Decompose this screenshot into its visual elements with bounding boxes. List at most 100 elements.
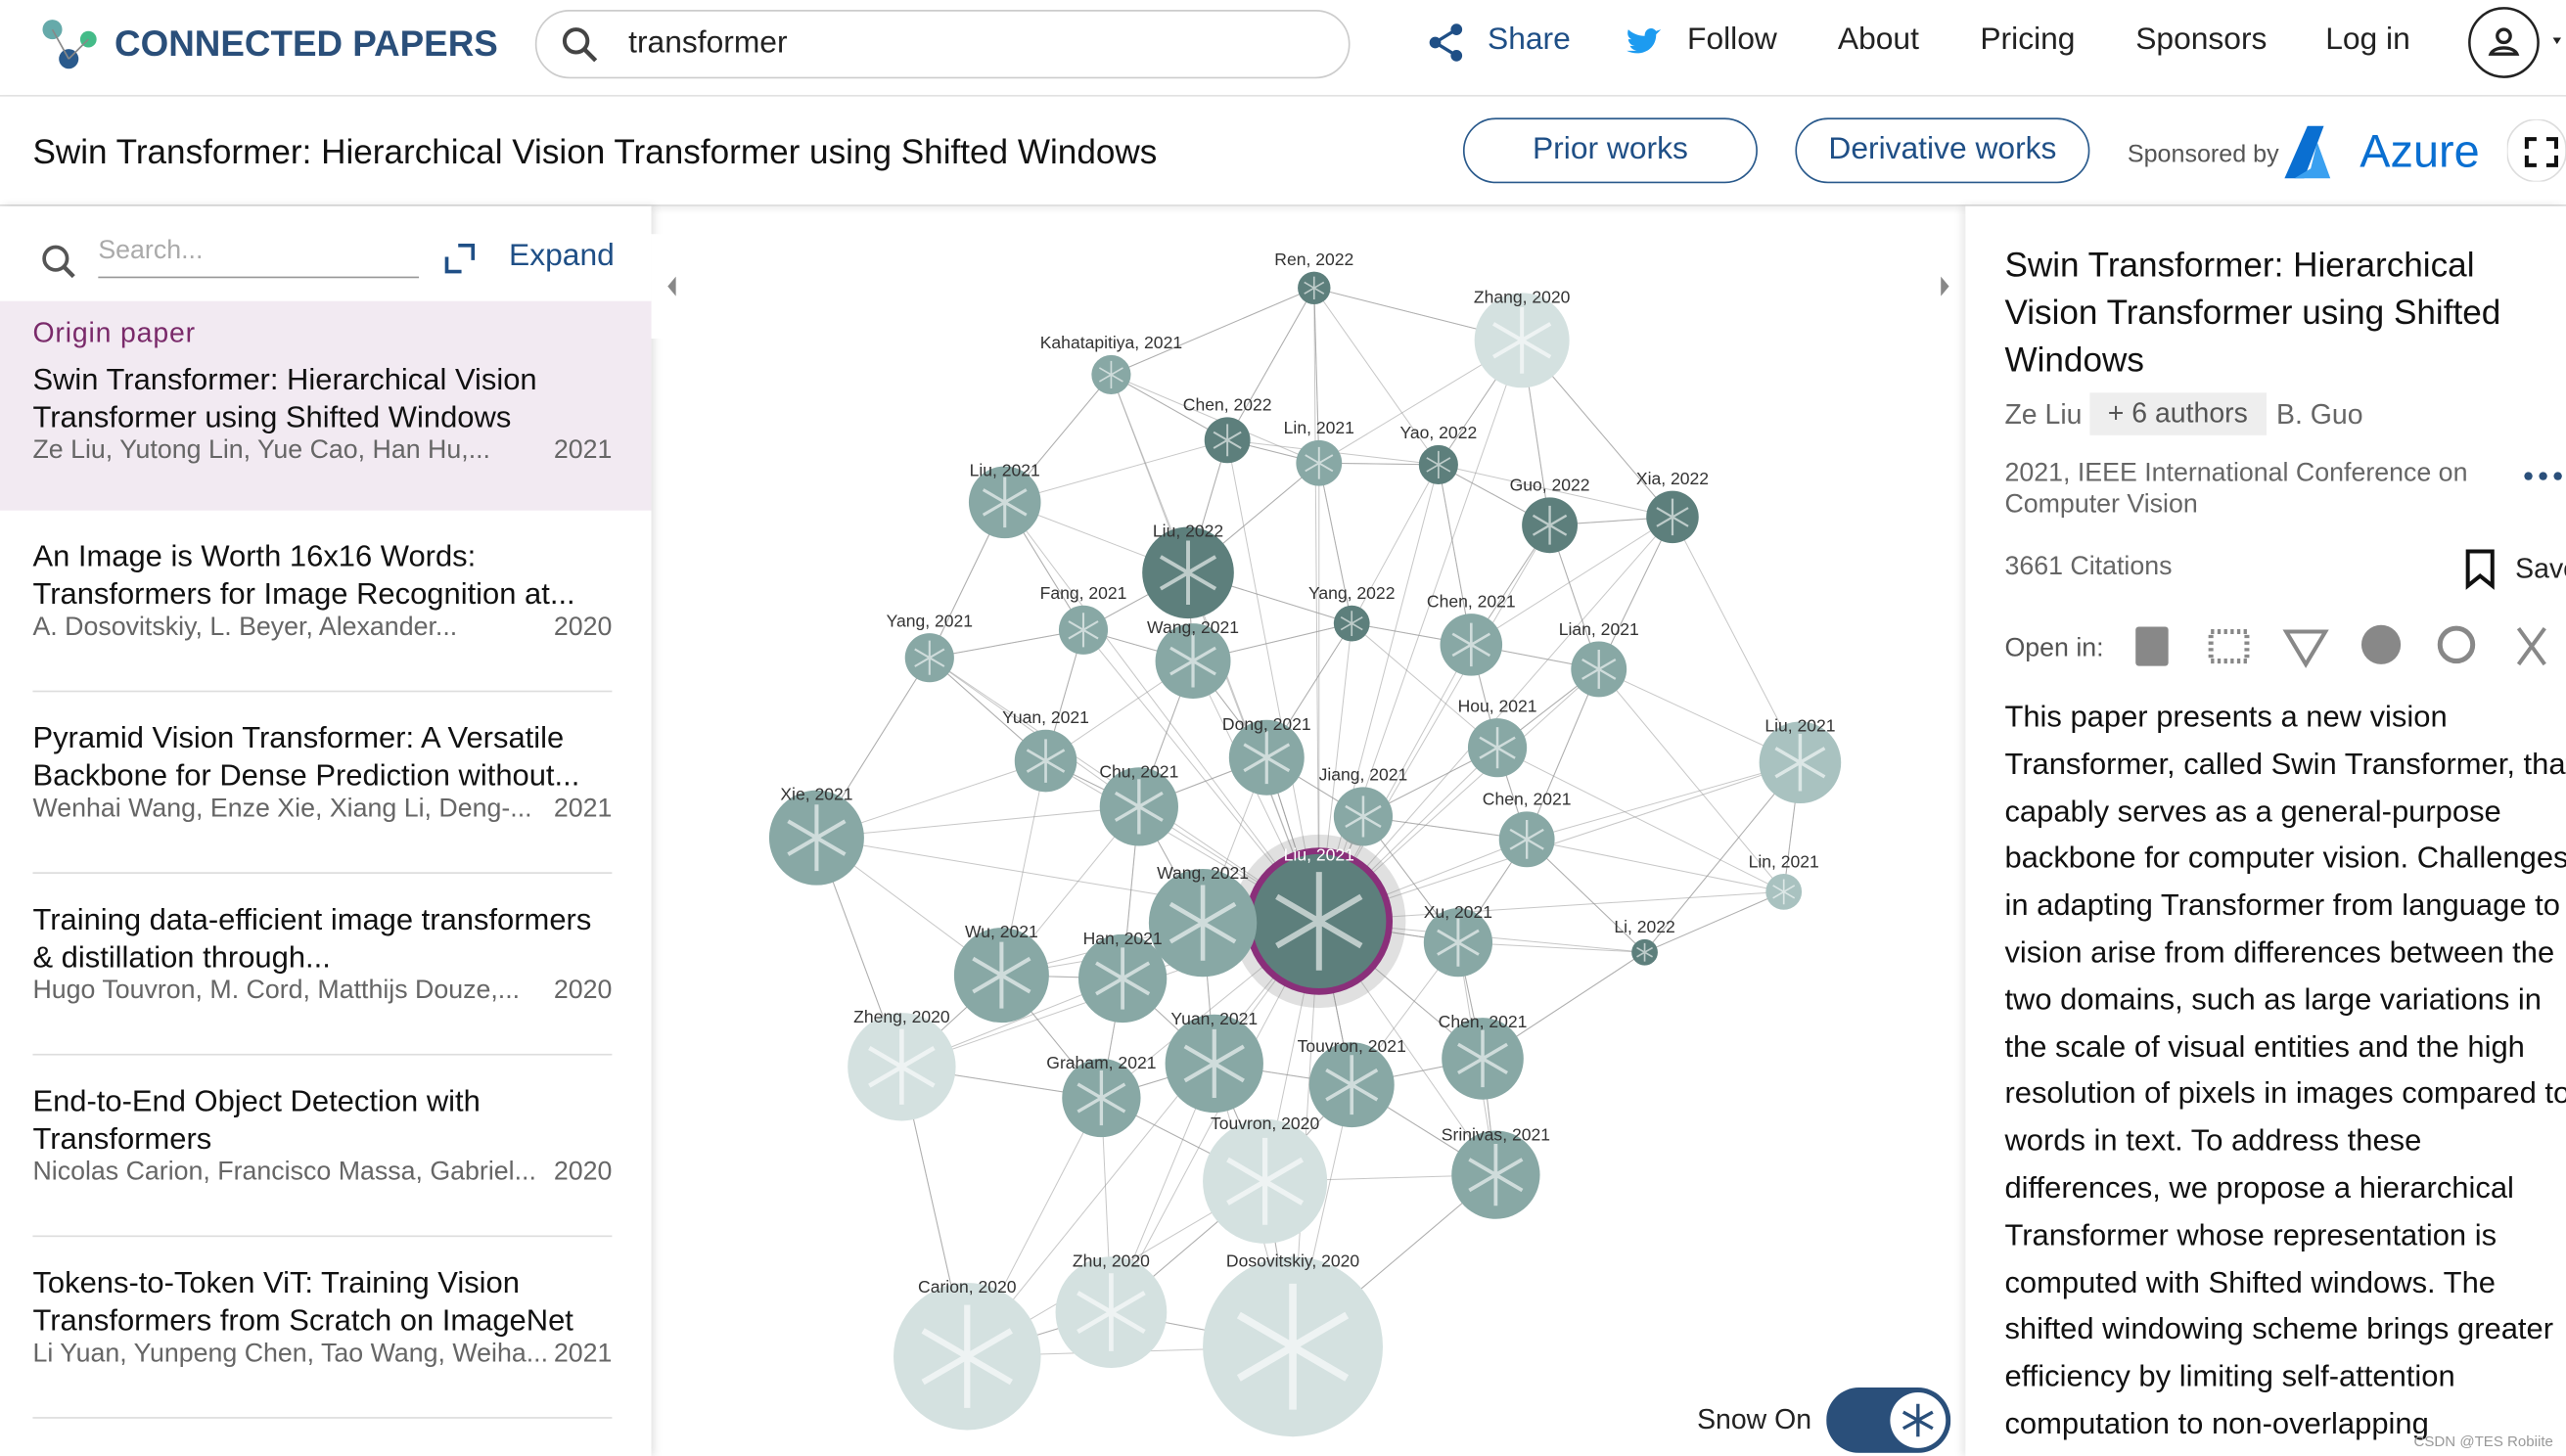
graph-node[interactable]: Wang, 2021 xyxy=(1147,617,1239,700)
graph-node[interactable]: Chen, 2021 xyxy=(1439,1012,1528,1100)
about[interactable]: About xyxy=(1837,23,1919,58)
node-label: Liu, 2022 xyxy=(1153,521,1223,540)
edge xyxy=(966,921,1320,1357)
snowflake xyxy=(868,1028,936,1105)
graph-node[interactable]: Guo, 2022 xyxy=(1510,476,1590,554)
graph-node[interactable]: Carion, 2020 xyxy=(894,1277,1041,1431)
login[interactable]: Log in xyxy=(2325,23,2410,58)
graph-node[interactable]: Touvron, 2020 xyxy=(1203,1114,1328,1244)
graph-node[interactable]: Graham, 2021 xyxy=(1046,1053,1156,1138)
paper-item[interactable]: Origin paper Swin Transformer: Hierarchic… xyxy=(0,300,652,511)
graph-node[interactable]: Dong, 2021 xyxy=(1222,714,1311,796)
fullscreen-button[interactable] xyxy=(2506,119,2566,182)
graph-node[interactable]: Lin, 2021 xyxy=(1284,418,1354,486)
node-label: Yang, 2022 xyxy=(1308,583,1395,603)
snowflake xyxy=(1213,424,1242,457)
collapse-left[interactable] xyxy=(651,234,698,340)
graph-node[interactable]: Lian, 2021 xyxy=(1559,619,1639,698)
node-label: Dong, 2021 xyxy=(1222,714,1311,734)
logo[interactable]: CONNECTED PAPERS xyxy=(115,23,498,65)
azure-icon xyxy=(2284,125,2331,179)
graph-node[interactable]: Xu, 2021 xyxy=(1424,902,1492,978)
paper-item[interactable]: Pyramid Vision Transformer: A Versatile … xyxy=(0,692,652,874)
graph-node[interactable]: Zhang, 2020 xyxy=(1474,287,1571,388)
node-label: Xu, 2021 xyxy=(1424,902,1492,922)
prior-works[interactable]: Prior works xyxy=(1462,117,1758,184)
graph-node[interactable]: Fang, 2021 xyxy=(1040,583,1127,655)
graph-node[interactable]: Chen, 2021 xyxy=(1427,591,1516,676)
graph-node[interactable]: Chu, 2021 xyxy=(1099,761,1178,846)
graph-node[interactable]: Yuan, 2021 xyxy=(1002,707,1089,793)
search-box[interactable]: transformer xyxy=(534,10,1351,79)
graph-node[interactable]: Liu, 2021 xyxy=(1759,715,1842,804)
derivative-works[interactable]: Derivative works xyxy=(1795,117,2090,184)
open-in-icons[interactable] xyxy=(2130,618,2566,674)
paper-item[interactable]: End-to-End Object Detection with Transfo… xyxy=(0,1056,652,1238)
graph-node[interactable]: Han, 2021 xyxy=(1077,929,1168,1024)
more-authors[interactable]: + 6 authors xyxy=(2089,392,2267,435)
graph-node[interactable]: Wu, 2021 xyxy=(953,922,1049,1024)
graph-node[interactable]: Xie, 2021 xyxy=(768,785,864,886)
edge xyxy=(1526,668,1600,841)
graph-node[interactable]: Zhu, 2020 xyxy=(1055,1251,1168,1368)
graph-node[interactable]: Yang, 2021 xyxy=(887,611,973,683)
save[interactable]: Save xyxy=(2515,553,2566,584)
azure[interactable]: Azure xyxy=(2360,125,2480,177)
edge xyxy=(1318,761,1801,922)
more-menu[interactable] xyxy=(2522,468,2566,484)
graph-node[interactable]: Chen, 2021 xyxy=(1483,790,1572,868)
graph-node[interactable]: Xia, 2022 xyxy=(1636,469,1709,544)
last-author[interactable]: B. Guo xyxy=(2276,399,2363,431)
graph-node[interactable]: Yang, 2022 xyxy=(1308,583,1395,642)
pricing[interactable]: Pricing xyxy=(1980,23,2076,58)
snowflake xyxy=(1077,1273,1146,1351)
graph-node[interactable]: Yuan, 2021 xyxy=(1165,1009,1263,1114)
venue: 2021, IEEE International Conference on C… xyxy=(2004,459,2468,520)
snowflake xyxy=(1068,613,1099,648)
node-label: Li, 2022 xyxy=(1614,917,1674,936)
snow-toggle[interactable] xyxy=(1826,1388,1951,1453)
edge xyxy=(929,629,1084,659)
graph-node[interactable]: Kahatapitiya, 2021 xyxy=(1040,333,1182,395)
first-author[interactable]: Ze Liu xyxy=(2004,399,2083,431)
edge xyxy=(1351,622,1498,749)
share[interactable]: Share xyxy=(1488,23,1571,58)
node-label: Jiang, 2021 xyxy=(1319,765,1408,785)
follow[interactable]: Follow xyxy=(1687,23,1777,58)
list-search[interactable]: Search... xyxy=(98,237,420,279)
search-text: transformer xyxy=(628,25,788,61)
graph-node[interactable]: Srinivas, 2021 xyxy=(1442,1125,1550,1219)
graph-node[interactable]: Hou, 2021 xyxy=(1458,696,1537,778)
expand[interactable]: Expand xyxy=(509,239,615,274)
snowflake xyxy=(1636,942,1654,962)
edge xyxy=(1318,463,1352,624)
graph-node[interactable]: Liu, 2021 xyxy=(968,461,1041,539)
snowflake xyxy=(1236,1283,1350,1410)
bookmark-icon xyxy=(2465,549,2495,590)
graph-node[interactable]: Li, 2022 xyxy=(1614,917,1675,966)
node-label: Zhu, 2020 xyxy=(1073,1251,1150,1270)
graph-node[interactable]: Ren, 2022 xyxy=(1274,250,1353,305)
graph-node[interactable]: Jiang, 2021 xyxy=(1319,765,1408,846)
graph-node[interactable]: Chen, 2022 xyxy=(1183,395,1272,464)
paper-title: Pyramid Vision Transformer: A Versatile … xyxy=(32,719,580,793)
sub-bar: Swin Transformer: Hierarchical Vision Tr… xyxy=(0,97,2566,206)
graph-node[interactable]: Lin, 2021 xyxy=(1749,851,1819,910)
graph-node[interactable]: Liu, 2022 xyxy=(1142,521,1234,619)
paper-item[interactable]: Training data-efficient image transforme… xyxy=(0,874,652,1056)
separator xyxy=(32,1235,613,1238)
graph-node[interactable]: Touvron, 2021 xyxy=(1298,1036,1406,1128)
graph-node[interactable]: Wang, 2021 xyxy=(1148,863,1258,978)
snowflake xyxy=(1026,739,1066,783)
graph-node[interactable]: Yao, 2022 xyxy=(1400,423,1478,484)
collapse-right[interactable] xyxy=(1919,234,1966,340)
paper-item[interactable]: An Image is Worth 16x16 Words: Transform… xyxy=(0,511,652,693)
node-label: Liu, 2021 xyxy=(1284,845,1354,865)
paper-item[interactable]: Tokens-to-Token ViT: Training Vision Tra… xyxy=(0,1237,652,1419)
graph-node[interactable]: Zheng, 2020 xyxy=(848,1007,956,1121)
graph-node[interactable]: Liu, 2021 xyxy=(1232,834,1406,1009)
account-button[interactable] xyxy=(2468,7,2566,82)
graph-node[interactable]: Dosovitskiy, 2020 xyxy=(1203,1251,1384,1437)
sponsors[interactable]: Sponsors xyxy=(2135,23,2268,58)
node-label: Liu, 2021 xyxy=(1764,715,1835,735)
